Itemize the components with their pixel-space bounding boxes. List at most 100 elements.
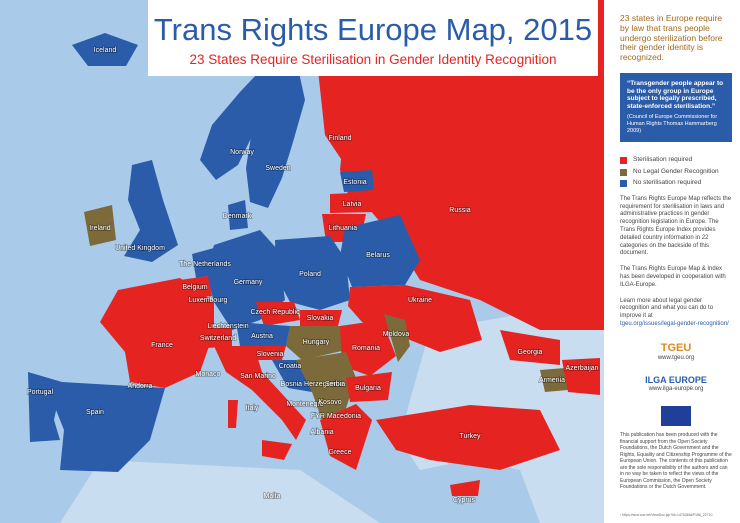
- country-label: Albania: [310, 429, 333, 436]
- subtitle: 23 States Require Sterilisation in Gende…: [189, 52, 557, 67]
- legend-item: Sterilisation required: [620, 156, 732, 165]
- country-label: Andorra: [128, 383, 153, 390]
- slovakia: [300, 310, 342, 326]
- balkans: [296, 352, 356, 420]
- country-label: Bulgaria: [355, 385, 381, 392]
- armenia: [540, 368, 568, 392]
- country-label: Belarus: [366, 252, 390, 259]
- country-label: Azerbaijan: [565, 365, 598, 372]
- romania: [340, 320, 396, 376]
- poland: [275, 236, 350, 310]
- country-label: Monaco: [196, 371, 221, 378]
- legend-swatch: [620, 168, 627, 176]
- country-label: Latvia: [343, 201, 362, 208]
- country-label: Malta: [263, 493, 280, 500]
- country-label: Germany: [234, 279, 263, 286]
- country-label: Kosovo: [318, 399, 341, 406]
- italy: [214, 346, 306, 440]
- legend-item: No sterilisation required: [620, 179, 732, 188]
- country-label: Portugal: [27, 389, 54, 396]
- logo-name: TGEU: [660, 341, 692, 354]
- country-label: Hungary: [303, 339, 330, 346]
- country-label: Bosnia Herzegovina: [281, 381, 344, 388]
- logos: TGEU www.tgeu.org ILGA EUROPE www.ilga-euro…: [620, 341, 732, 395]
- logo: TGEU www.tgeu.org: [620, 341, 732, 363]
- country-label: Lithuania: [329, 225, 358, 232]
- africa: [60, 460, 380, 523]
- legend-label: No Legal Gender Recognition: [633, 167, 719, 175]
- logo: ILGA EUROPE www.ilga-europe.org: [620, 375, 732, 394]
- country-label: Luxembourg: [189, 297, 228, 304]
- disclaimer: This publication has been produced with …: [620, 432, 732, 491]
- cyprus: [450, 480, 480, 496]
- country-label: FYR Macedonia: [311, 413, 361, 420]
- country-label: Slovakia: [307, 315, 334, 322]
- country-label: Iceland: [94, 47, 117, 54]
- ireland: [84, 205, 116, 246]
- paragraph: Learn more about legal gender recognitio…: [620, 297, 714, 320]
- belarus: [340, 215, 420, 287]
- country-label: United Kingdom: [115, 245, 165, 252]
- country-label: Switzerland: [200, 335, 236, 342]
- country-label: Moldova: [383, 331, 410, 338]
- finland: [318, 55, 372, 165]
- sardinia: [228, 400, 238, 428]
- czech: [256, 302, 300, 326]
- country-label: France: [151, 342, 173, 349]
- hungary: [286, 326, 346, 360]
- austria: [236, 322, 290, 346]
- title: Trans Rights Europe Map, 2015: [153, 12, 593, 47]
- country-label: Sweden: [265, 165, 290, 172]
- logo-url: www.ilga-europe.org: [648, 386, 704, 393]
- moldova: [384, 314, 410, 362]
- uk: [124, 160, 178, 262]
- ukraine: [348, 285, 482, 352]
- footnote: ¹ https://wcd.coe.int/ViewDoc.jsp?id=147…: [620, 513, 713, 517]
- country-label: Spain: [86, 409, 104, 416]
- country-label: Austria: [251, 333, 273, 340]
- country-label: Serbia: [325, 381, 345, 388]
- country-label: Greece: [329, 449, 352, 456]
- sweden: [246, 68, 305, 208]
- sicily: [262, 440, 292, 460]
- legend-label: Sterilisation required: [633, 156, 693, 164]
- country-label: Liechtenstein: [207, 323, 248, 330]
- iceland: [72, 33, 138, 66]
- paragraphs: The Trans Rights Europe Map reflects the…: [620, 196, 732, 329]
- slovenia: [254, 346, 286, 360]
- country-label: Cyprus: [453, 497, 476, 504]
- country-label: Belgium: [182, 284, 207, 291]
- paragraph: tgeu.org/issues/legal-gender-recognition…: [620, 320, 729, 327]
- country-label: Italy: [246, 405, 259, 412]
- country-label: Romania: [352, 345, 380, 352]
- country-label: Croatia: [279, 363, 302, 370]
- spain: [52, 382, 165, 472]
- sidebar: 23 states in Europe require by law that …: [604, 0, 740, 523]
- bulgaria: [346, 372, 392, 402]
- legend: Sterilisation required No Legal Gender Re…: [620, 156, 732, 188]
- quote-source: (Council of Europe Commissioner for Huma…: [627, 114, 718, 135]
- russia: [300, 0, 604, 330]
- estonia: [340, 170, 374, 192]
- map: Iceland Norway Sweden Finland Estonia Latvia L…: [0, 0, 604, 523]
- country-label: Poland: [299, 271, 321, 278]
- quote: “Transgender people appear to be the onl…: [627, 79, 724, 111]
- country-label: Armenia: [539, 377, 565, 384]
- title-box: Trans Rights Europe Map, 2015 23 States …: [148, 0, 598, 76]
- eu-flag: [661, 406, 691, 427]
- switzerland: [205, 328, 232, 348]
- quote-box: “Transgender people appear to be the onl…: [620, 72, 732, 143]
- paragraph: The Trans Rights Europe Map & Index has …: [620, 266, 726, 288]
- azerbaijan: [562, 358, 600, 395]
- georgia: [500, 330, 560, 365]
- country-label: Czech Republic: [250, 309, 300, 316]
- intro: 23 states in Europe require by law that …: [620, 13, 723, 63]
- country-label: Ukraine: [408, 297, 432, 304]
- denmark: [228, 200, 248, 230]
- logo-url: www.tgeu.org: [657, 355, 695, 361]
- country-label: Norway: [230, 149, 254, 156]
- country-label: Finland: [329, 135, 352, 142]
- country-label: Russia: [449, 207, 471, 214]
- country-label: Estonia: [343, 179, 366, 186]
